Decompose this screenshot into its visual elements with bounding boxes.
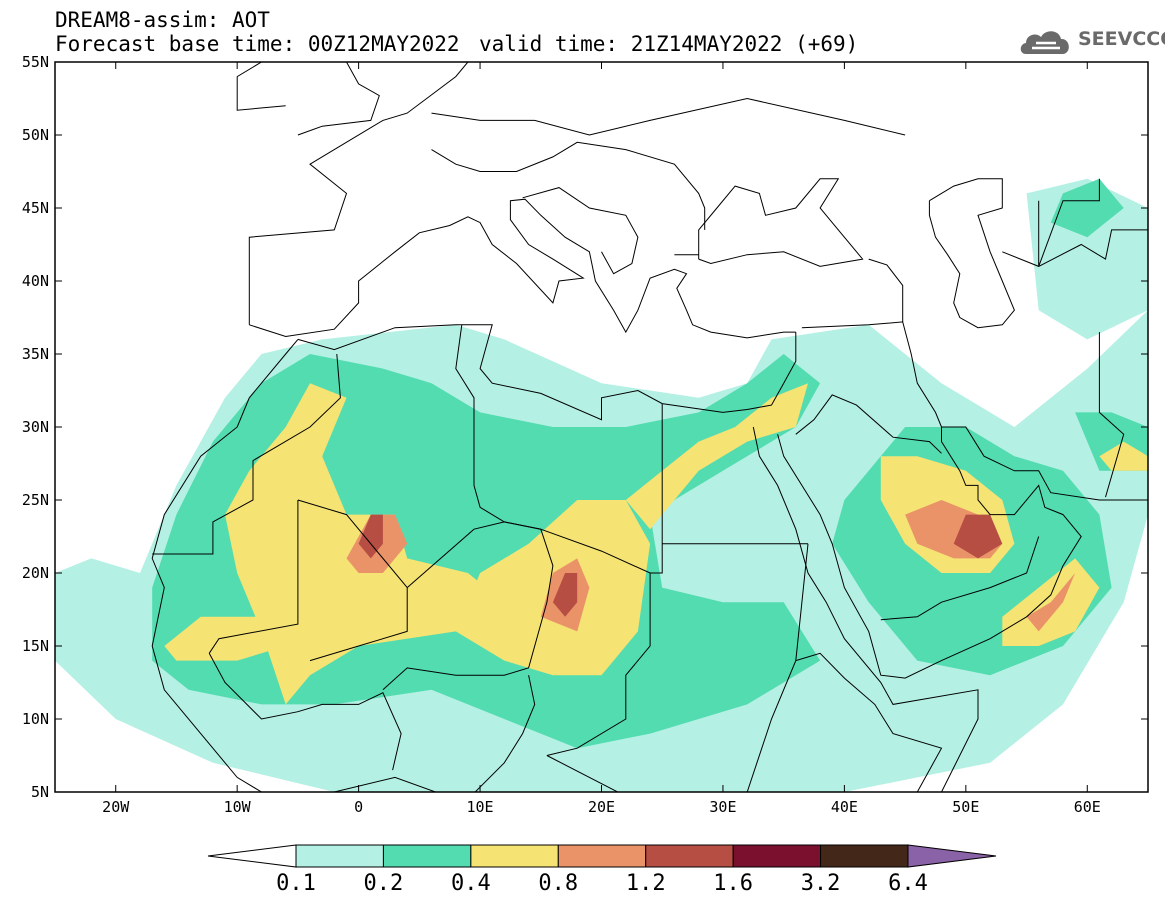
border-saudi-yemen: [880, 536, 1040, 621]
lat-tick-label: 30N: [22, 418, 49, 436]
border-iran-east: [1098, 332, 1125, 498]
border-tunisia-algeria: [455, 324, 475, 427]
lon-tick-label: 60E: [1074, 798, 1101, 816]
colorbar-swatch: [820, 844, 909, 868]
colorbar-swatch: [470, 844, 559, 868]
colorbar-swatch: [382, 844, 472, 868]
border-turkey-east: [868, 258, 904, 322]
aot-region-high-sahel: [164, 616, 286, 661]
aot-region-high-gulf: [1099, 441, 1148, 471]
lat-tick-label: 40N: [22, 272, 49, 290]
lon-tick-label: 20E: [588, 798, 615, 816]
map-title: DREAM8-assim: AOT: [55, 8, 270, 32]
coastline-africa-west: [151, 339, 438, 792]
aot-region-mid-caspian: [1050, 178, 1124, 238]
colorbar-label: 1.6: [713, 871, 753, 896]
border-kazakh: [1038, 178, 1100, 267]
lon-tick-label: 50E: [952, 798, 979, 816]
cloud-icon: [1020, 31, 1069, 54]
seevccc-logo: SEEVCCC: [1018, 24, 1165, 58]
border-arabia: [795, 394, 942, 454]
border-central-africa: [546, 755, 688, 792]
dust-aot-field: [55, 178, 1148, 792]
colorbar-label: 1.2: [626, 871, 666, 896]
border-niger: [382, 521, 554, 691]
coastline-europe-south: [248, 62, 469, 325]
border-central-asia: [1002, 229, 1148, 267]
lon-tick-label: 0: [354, 798, 363, 816]
border-iraq-iran: [801, 321, 942, 428]
lat-tick-label: 50N: [22, 126, 49, 144]
border-mali: [208, 500, 299, 654]
lat-tick-label: 5N: [31, 783, 49, 801]
lat-tick-label: 45N: [22, 199, 49, 217]
border-libya: [473, 403, 663, 574]
border-europe-central: [431, 141, 706, 230]
valid-time: valid time: 21Z14MAY2022 (+69): [479, 32, 859, 56]
coastline-caspian: [928, 178, 1015, 329]
lat-tick-label: 25N: [22, 491, 49, 509]
lon-tick-label: 20W: [102, 798, 130, 816]
colorbar-label: 0.4: [451, 871, 491, 896]
aot-region-max-arabia: [953, 514, 1003, 559]
border-balkans: [522, 187, 639, 275]
aot-region-max-mali: [358, 514, 383, 559]
coastline-arabia: [777, 427, 1082, 679]
lat-tick-label: 20N: [22, 564, 49, 582]
lon-tick-label: 10E: [467, 798, 494, 816]
colorbar-label: 0.8: [538, 871, 578, 896]
logo-text: SEEVCCC: [1078, 28, 1165, 50]
lat-tick-label: 55N: [22, 53, 49, 71]
colorbar-label: 3.2: [801, 871, 841, 896]
border-west-africa: [208, 653, 402, 771]
axis-ticks: 55N 50N 45N 40N 35N 30N 25N 20N 15N 10N 5N 20W 10W 0 1…: [22, 53, 1148, 816]
aot-region-vhigh-oman: [1026, 573, 1076, 632]
colorbar-under-triangle: [207, 844, 297, 868]
coastline-iran: [941, 426, 1148, 501]
border-europe-north: [431, 97, 906, 136]
colorbar: 0.1 0.2 0.4 0.8 1.2 1.6 3.2 6.4: [207, 844, 997, 896]
coastline-mediterranean-africa: [297, 324, 797, 421]
lat-tick-label: 35N: [22, 345, 49, 363]
coastline-red-sea-west: [752, 426, 979, 792]
aot-region-high-egypt: [625, 383, 808, 530]
colorbar-swatch: [295, 844, 384, 868]
lon-tick-label: 30E: [709, 798, 736, 816]
colorbar-swatch: [732, 844, 822, 868]
country-borders: [151, 62, 1148, 792]
border-nigeria-cameroon: [474, 675, 536, 792]
colorbar-over-triangle: [907, 844, 997, 868]
colorbar-label: 6.4: [888, 871, 928, 896]
lat-tick-label: 15N: [22, 637, 49, 655]
coastline-uk: [297, 62, 380, 136]
lon-tick-label: 40E: [831, 798, 858, 816]
aot-region-max-chad: [552, 573, 578, 617]
coastline-black-sea: [698, 178, 864, 267]
lon-tick-label: 10W: [224, 798, 252, 816]
border-algeria-mali: [297, 499, 408, 662]
border-maghreb: [152, 353, 341, 555]
border-ethiopia: [795, 652, 943, 792]
coastline-ireland: [236, 62, 286, 111]
lat-tick-label: 10N: [22, 710, 49, 728]
coastline-iberia-med: [249, 198, 796, 339]
colorbar-label: 0.2: [364, 871, 404, 896]
base-time: Forecast base time: 00Z12MAY2022: [55, 32, 460, 56]
border-chad-sudan: [546, 573, 651, 756]
forecast-times: Forecast base time: 00Z12MAY2022 valid ti…: [55, 32, 858, 56]
colorbar-label: 0.1: [276, 871, 316, 896]
colorbar-swatch: [645, 844, 734, 868]
colorbar-swatch: [557, 844, 647, 868]
